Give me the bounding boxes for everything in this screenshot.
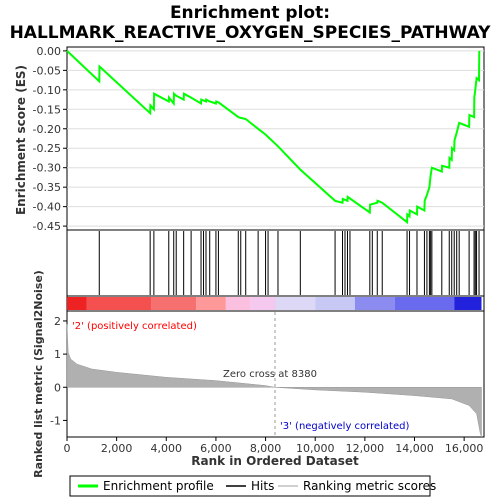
- hits-panel: [66, 229, 485, 297]
- legend-profile-label: Enrichment profile: [103, 479, 214, 493]
- ranking-color-bar: [67, 297, 482, 310]
- color-bar-segment: [151, 297, 197, 310]
- metric-tick-label: 0: [54, 381, 61, 394]
- es-tick-label: -0.45: [33, 220, 61, 233]
- metric-tick-label: 2: [54, 315, 61, 328]
- es-tick-label: -0.15: [33, 103, 61, 116]
- metric-axis-label: Ranked list metric (Signal2Noise): [32, 270, 45, 478]
- x-axis-label: Rank in Ordered Dataset: [191, 454, 359, 468]
- es-axis: 0.00 -0.05 -0.10 -0.15 -0.20 -0.25 -0.30 -0.35 -…: [33, 45, 67, 233]
- color-bar-segment: [315, 297, 355, 310]
- chart-title-line2: HALLMARK_REACTIVE_OXYGEN_SPECIES_PATHWAY: [10, 23, 492, 43]
- metric-area: [66, 324, 482, 438]
- es-gridlines: [67, 50, 484, 227]
- color-bar-segment: [275, 297, 316, 310]
- color-bar-segment: [67, 297, 87, 310]
- x-tick-label: 2,000: [101, 442, 133, 455]
- legend: Enrichment profile Hits Ranking metric s…: [69, 475, 436, 497]
- color-bar-segment: [454, 297, 482, 310]
- color-bar-segment: [196, 297, 226, 310]
- hit-markers: [98, 231, 480, 295]
- positive-label: '2' (positively correlated): [72, 321, 197, 332]
- x-tick-label: 4,000: [151, 442, 183, 455]
- x-tick-label: 6,000: [200, 442, 232, 455]
- x-axis: 0 2,000 4,000 6,000 8,000 10,000 12,000 14,000 1…: [64, 437, 484, 455]
- x-tick-label: 8,000: [250, 442, 282, 455]
- enrichment-profile-line: [66, 50, 481, 225]
- negative-label: '3' (negatively correlated): [280, 421, 409, 432]
- color-bar-segment: [250, 297, 276, 310]
- metric-tick-label: 1: [54, 348, 61, 361]
- es-tick-label: -0.25: [33, 142, 61, 155]
- es-tick-label: -0.10: [33, 84, 61, 97]
- es-profile-path: [66, 50, 481, 225]
- es-tick-label: 0.00: [37, 45, 62, 58]
- x-tick-label: 10,000: [296, 442, 335, 455]
- ranking-metric-area: [66, 312, 482, 438]
- x-tick-label: 12,000: [346, 442, 385, 455]
- es-axis-label: Enrichment score (ES): [14, 65, 28, 215]
- es-tick-label: -0.35: [33, 181, 61, 194]
- color-bar-segment: [225, 297, 251, 310]
- es-tick-label: -0.40: [33, 201, 61, 214]
- es-panel: [66, 46, 485, 231]
- legend-box: [69, 475, 431, 497]
- zero-cross-label: Zero cross at 8380: [223, 369, 317, 380]
- legend-ranking-label: Ranking metric scores: [303, 479, 436, 493]
- color-bar-segment: [354, 297, 395, 310]
- es-tick-label: -0.30: [33, 162, 61, 175]
- x-tick-label: 14,000: [395, 442, 434, 455]
- es-tick-label: -0.20: [33, 123, 61, 136]
- color-bar-segment: [86, 297, 152, 310]
- x-tick-label: 16,000: [445, 442, 484, 455]
- chart-title-line1: Enrichment plot:: [170, 3, 330, 23]
- color-bar-segment: [394, 297, 455, 310]
- es-tick-label: -0.05: [33, 64, 61, 77]
- x-tick-label: 0: [64, 442, 71, 455]
- metric-axis: 2 1 0 -1: [50, 315, 67, 427]
- legend-hits-label: Hits: [251, 479, 274, 493]
- metric-tick-label: -1: [50, 414, 61, 427]
